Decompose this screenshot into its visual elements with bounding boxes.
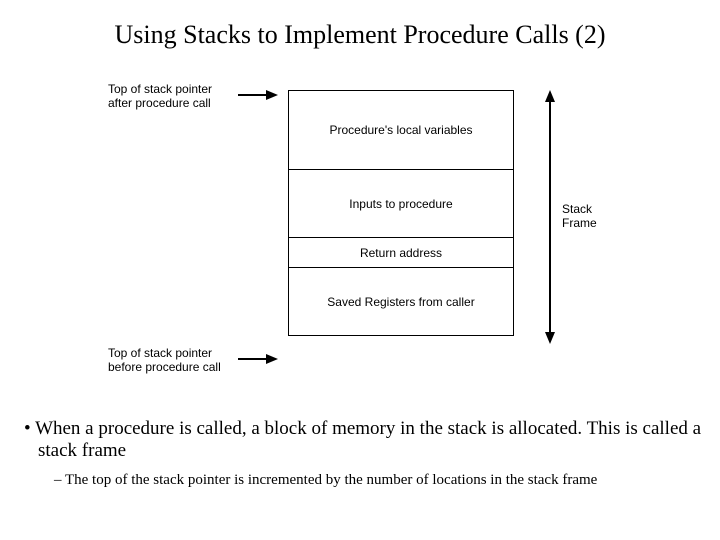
bullet-list: • When a procedure is called, a block of… [18, 418, 702, 489]
arrow-bottom-head [266, 354, 278, 364]
bullet-1: • When a procedure is called, a block of… [24, 418, 702, 462]
stack-cell-1: Inputs to procedure [288, 170, 514, 238]
arrow-top-head [266, 90, 278, 100]
stack-frame-diagram: Top of stack pointer after procedure cal… [0, 78, 720, 398]
label-top-before: Top of stack pointer before procedure ca… [108, 346, 221, 375]
bullet-2: – The top of the stack pointer is increm… [54, 472, 702, 489]
arrow-bottom-shaft [238, 358, 268, 360]
bullet-2-text: The top of the stack pointer is incremen… [65, 472, 597, 488]
label-top-after: Top of stack pointer after procedure cal… [108, 82, 212, 111]
frame-arrow-head-down [545, 332, 555, 344]
stack-cell-2: Return address [288, 238, 514, 268]
label-stack-frame: Stack Frame [562, 202, 597, 231]
frame-arrow-shaft [549, 101, 551, 333]
arrow-top-shaft [238, 94, 268, 96]
bullet-1-text: When a procedure is called, a block of m… [35, 418, 701, 461]
stack-frame: Procedure's local variablesInputs to pro… [288, 90, 514, 336]
slide: Using Stacks to Implement Procedure Call… [0, 0, 720, 540]
stack-cell-0: Procedure's local variables [288, 90, 514, 170]
stack-cell-3: Saved Registers from caller [288, 268, 514, 336]
page-title: Using Stacks to Implement Procedure Call… [0, 20, 720, 50]
